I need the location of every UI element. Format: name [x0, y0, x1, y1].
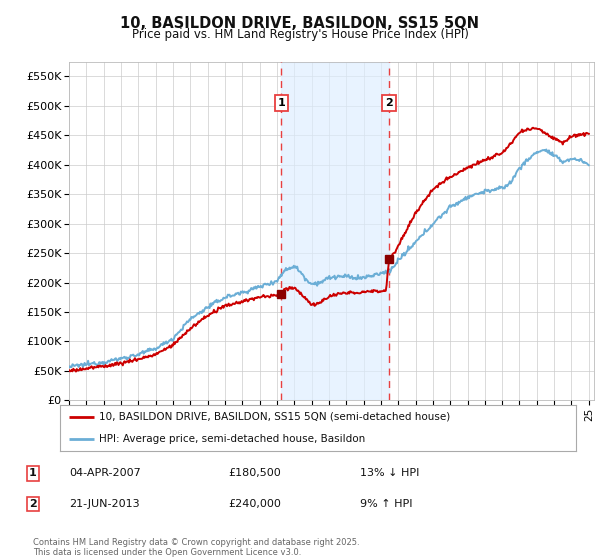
- Text: 13% ↓ HPI: 13% ↓ HPI: [360, 468, 419, 478]
- Text: 1: 1: [278, 98, 286, 108]
- Text: 10, BASILDON DRIVE, BASILDON, SS15 5QN: 10, BASILDON DRIVE, BASILDON, SS15 5QN: [121, 16, 479, 31]
- Text: 2: 2: [385, 98, 393, 108]
- Text: £180,500: £180,500: [228, 468, 281, 478]
- Text: £240,000: £240,000: [228, 499, 281, 509]
- Text: 2: 2: [29, 499, 37, 509]
- Text: 04-APR-2007: 04-APR-2007: [69, 468, 141, 478]
- Text: HPI: Average price, semi-detached house, Basildon: HPI: Average price, semi-detached house,…: [98, 434, 365, 444]
- Text: 10, BASILDON DRIVE, BASILDON, SS15 5QN (semi-detached house): 10, BASILDON DRIVE, BASILDON, SS15 5QN (…: [98, 412, 450, 422]
- Text: Contains HM Land Registry data © Crown copyright and database right 2025.
This d: Contains HM Land Registry data © Crown c…: [33, 538, 359, 557]
- Text: Price paid vs. HM Land Registry's House Price Index (HPI): Price paid vs. HM Land Registry's House …: [131, 28, 469, 41]
- Text: 21-JUN-2013: 21-JUN-2013: [69, 499, 140, 509]
- Text: 1: 1: [29, 468, 37, 478]
- Text: 9% ↑ HPI: 9% ↑ HPI: [360, 499, 413, 509]
- Bar: [281, 62, 389, 400]
